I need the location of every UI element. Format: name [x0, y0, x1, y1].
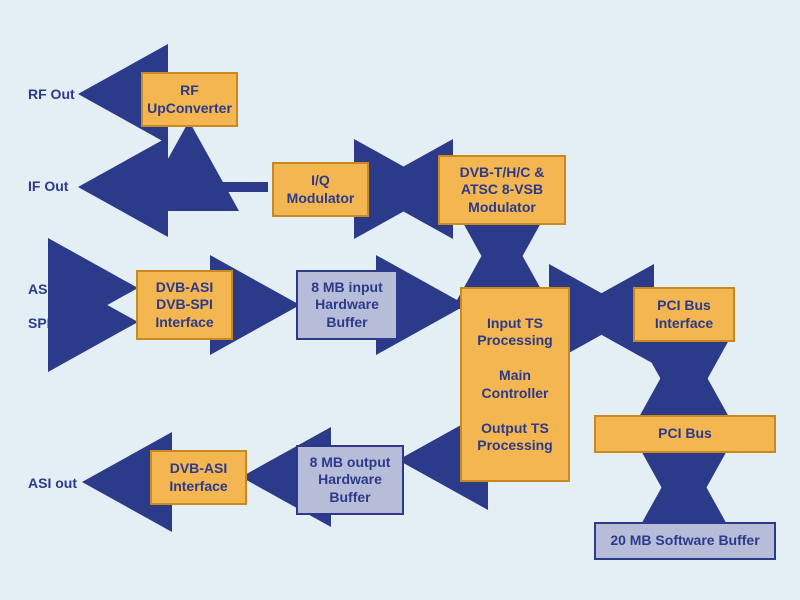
node-output-buffer: 8 MB output Hardware Buffer [296, 445, 404, 515]
label-if-out: IF Out [28, 178, 68, 194]
node-dvb-modulator: DVB-T/H/C & ATSC 8-VSB Modulator [438, 155, 566, 225]
node-pci-interface: PCI Bus Interface [633, 287, 735, 342]
node-main-controller: Input TS Processing Main Controller Outp… [460, 287, 570, 482]
label-asi-out: ASI out [28, 475, 77, 491]
node-pci-bus: PCI Bus [594, 415, 776, 453]
node-dvb-interface-in: DVB-ASI DVB-SPI Interface [136, 270, 233, 340]
node-input-buffer: 8 MB input Hardware Buffer [296, 270, 398, 340]
label-rf-out: RF Out [28, 86, 75, 102]
node-dvb-interface-out: DVB-ASI Interface [150, 450, 247, 505]
node-sw-buffer: 20 MB Software Buffer [594, 522, 776, 560]
label-asi-in: ASI in [28, 281, 68, 297]
node-rf-upconverter: RF UpConverter [141, 72, 238, 127]
label-spi-in: SPI in [28, 315, 67, 331]
node-iq-modulator: I/Q Modulator [272, 162, 369, 217]
